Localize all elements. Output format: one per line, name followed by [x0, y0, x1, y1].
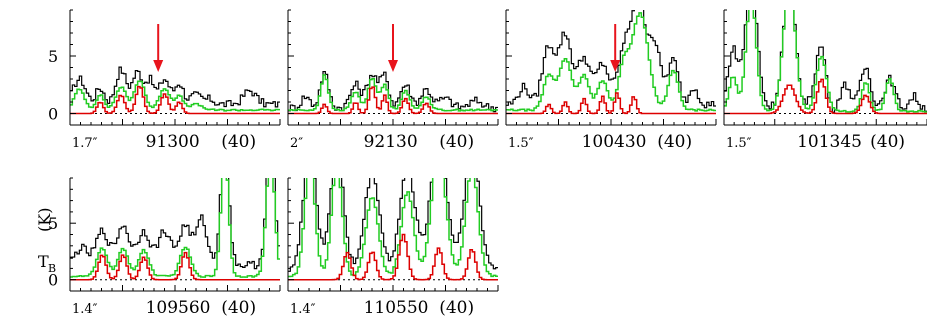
series-model-all	[288, 178, 498, 278]
panel-92130: 2″ 92130 (40)	[287, 9, 499, 152]
panel-110550: 1.4″ 110550 (40)	[287, 177, 499, 318]
frequency-label: 100430	[582, 132, 647, 152]
beam-size-label: 1.5″	[726, 136, 752, 151]
velocity-label: (40)	[439, 132, 474, 152]
velocity-label: (40)	[221, 298, 256, 318]
frequency-label: 101345	[797, 132, 862, 152]
series-model-all	[70, 178, 280, 278]
series-model-all	[288, 74, 498, 112]
frequency-label: 110550	[364, 298, 429, 318]
velocity-label: (40)	[657, 132, 692, 152]
beam-size-label: 1.5″	[508, 136, 534, 151]
series-model-species	[288, 233, 498, 281]
beam-size-label: 1.7″	[72, 136, 98, 151]
y-axis-label-unit: (K)	[35, 208, 54, 232]
panel-101345: 1.5″ 101345 (40)	[723, 9, 927, 152]
y-tick-label: 5	[48, 214, 58, 233]
series-observed	[70, 178, 280, 270]
y-axis-label: T B (K)	[35, 208, 56, 275]
marker-arrow	[610, 24, 621, 72]
frequency-label: 92130	[364, 132, 418, 152]
series-model-species	[70, 251, 280, 281]
series-model-all	[724, 10, 927, 113]
y-axis-label-subscript: B	[48, 262, 56, 275]
marker-arrow	[153, 24, 164, 72]
series-model-species	[70, 85, 280, 115]
velocity-label: (40)	[221, 132, 256, 152]
beam-size-label: 1.4″	[290, 302, 316, 317]
series-model-species	[724, 78, 927, 115]
series-observed	[70, 66, 280, 108]
series-observed	[506, 10, 716, 109]
y-tick-label: 0	[48, 105, 58, 124]
series-model-species	[288, 86, 498, 115]
series-model-species	[506, 92, 716, 115]
beam-size-label: 2″	[290, 136, 303, 151]
panel-100430: 1.5″ 100430 (40)	[505, 9, 717, 152]
series-observed	[288, 178, 498, 272]
y-tick-label: 5	[48, 47, 58, 66]
velocity-label: (40)	[439, 298, 474, 318]
frequency-label: 91300	[146, 132, 200, 152]
marker-arrow	[388, 24, 398, 72]
panel-91300: 0 5 1.7″ 91300 (40)	[48, 9, 281, 152]
panel-109560: 0 5 1.4″ 109560 (40)	[48, 177, 281, 318]
velocity-label: (40)	[870, 132, 905, 152]
series-model-all	[70, 80, 280, 112]
frequency-label: 109560	[146, 298, 211, 318]
beam-size-label: 1.4″	[72, 302, 98, 317]
y-tick-label: 0	[48, 271, 58, 290]
y-axis-label-main: T	[38, 252, 49, 271]
series-model-all	[506, 12, 716, 112]
series-observed	[288, 70, 498, 113]
